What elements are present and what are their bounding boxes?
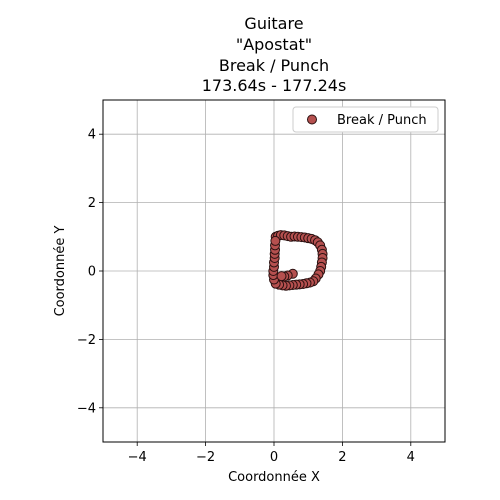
legend-box [292,106,439,133]
legend-label: Break / Punch [337,113,427,128]
title-line-4: 173.64s - 177.24s [202,76,347,95]
axis-ticks: −4 −2 0 2 4 −4 −2 0 2 4 [77,128,415,465]
legend: Break / Punch [292,106,439,133]
scatter-points [268,230,328,291]
title-line-3: Break / Punch [219,56,329,75]
x-tick-label: −4 [128,450,147,465]
x-tick-label: 2 [338,450,346,465]
x-tick-label: 0 [270,450,278,465]
y-tick-label: 2 [88,196,96,211]
x-axis-label: Coordonnée X [228,470,320,485]
y-tick-label: 4 [88,128,96,143]
scatter-point [276,271,287,282]
chart-title: Guitare "Apostat" Break / Punch 173.64s … [202,14,347,95]
x-tick-label: −2 [196,450,215,465]
title-line-1: Guitare [244,14,303,33]
title-line-2: "Apostat" [236,35,312,54]
y-tick-label: −4 [77,401,96,416]
y-tick-label: 0 [88,265,96,280]
scatter-point [270,235,281,246]
legend-marker [307,114,317,125]
gridlines [103,100,445,442]
y-axis-label: Coordonnée Y [53,226,68,317]
x-tick-label: 4 [407,450,415,465]
y-tick-label: −2 [77,333,96,348]
